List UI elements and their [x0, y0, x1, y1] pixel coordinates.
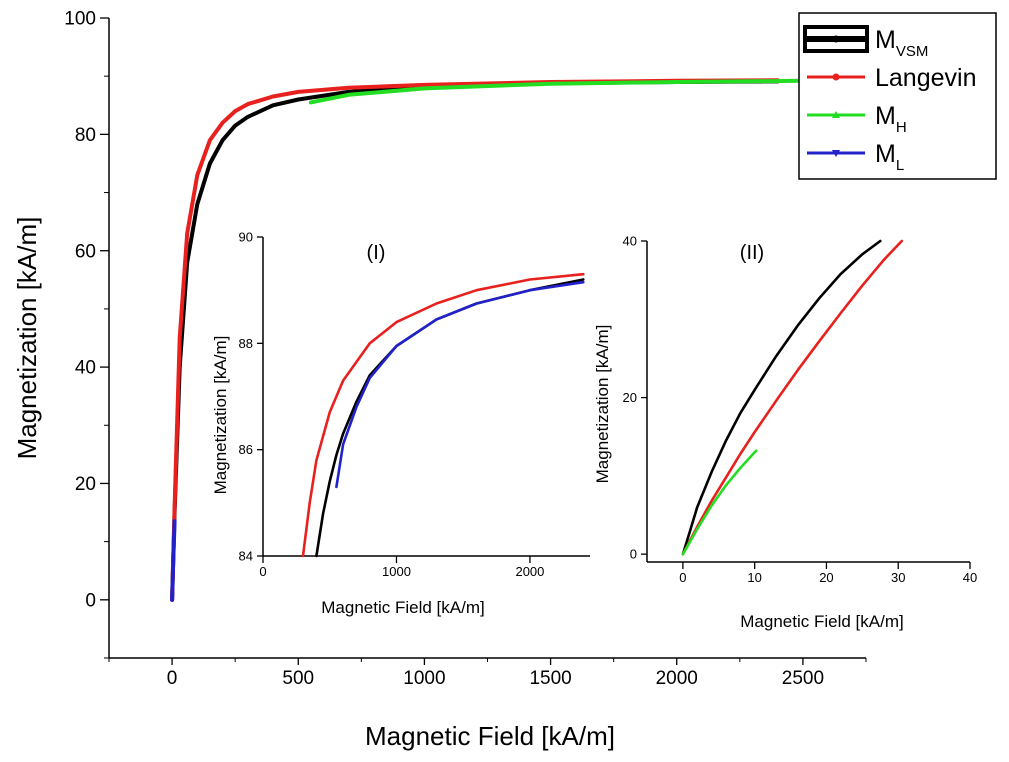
g-main-point-m-h — [309, 100, 313, 105]
g-main-x-tick-label: 500 — [282, 668, 314, 689]
g-inset2-series-m-vsm — [681, 239, 882, 556]
g-main-point-langevin — [346, 86, 351, 90]
g-main-y-tick-label: 0 — [85, 590, 96, 611]
g-main-point-m-h — [548, 81, 553, 86]
legend-marker — [832, 150, 840, 157]
g-main-y-axis-label: Magnetization [kA/m] — [12, 217, 42, 460]
g-inset1-y-tick-label: 88 — [239, 336, 253, 351]
legend-label-main: M — [875, 140, 896, 168]
g-inset2-series-langevin — [681, 239, 904, 556]
legend-label-subscript: L — [896, 157, 904, 174]
g-main-point-m-vsm — [208, 161, 212, 166]
g-main-point-m-h — [674, 80, 679, 84]
legend-marker — [832, 111, 840, 118]
g-main-point-m-l — [172, 534, 176, 538]
legend-swatch-frame — [803, 25, 869, 53]
g-main-point-m-vsm — [296, 97, 301, 102]
legend-label-subscript: VSM — [896, 43, 929, 60]
g-inset1-title: (I) — [367, 242, 386, 264]
g-inset1-x-tick-label: 1000 — [382, 564, 411, 579]
g-inset1-series-langevin — [301, 272, 585, 558]
g-main-point-m-vsm — [233, 123, 237, 128]
legend-label-m-l: ML — [875, 140, 904, 174]
g-inset1-y-tick-label: 86 — [239, 442, 253, 457]
g-main-series-langevin — [170, 78, 780, 602]
g-inset1-x-tick-label: 2000 — [515, 564, 544, 579]
legend-label-main: Langevin — [875, 64, 976, 92]
legend-marker — [832, 35, 840, 43]
g-main-y-tick-label: 20 — [75, 474, 96, 495]
g-main-point-langevin — [195, 173, 200, 177]
g-main-point-langevin — [245, 102, 250, 106]
g-main-x-tick-label: 2000 — [656, 668, 698, 689]
g-inset2-y-tick-label: 20 — [623, 390, 637, 405]
g-main-y-tick-label: 60 — [75, 241, 96, 262]
g-inset2-x-tick-label: 20 — [819, 570, 833, 585]
g-main-x-tick-label: 2500 — [782, 668, 824, 689]
g-main-x-tick-label: 0 — [167, 668, 178, 689]
inset-chart-I: 0 1000 2000 84 86 88 90 Magnetic Field [kA/m] Ma… — [211, 230, 590, 617]
legend-label-m-vsm: MVSM — [875, 26, 928, 60]
g-inset2-y-tick-label: 0 — [630, 547, 637, 562]
g-main-point-langevin — [185, 231, 190, 236]
g-main-point-m-h — [422, 86, 427, 91]
g-main-point-m-vsm — [245, 115, 250, 119]
g-main-y-tick-label: 80 — [75, 125, 96, 146]
g-inset2-x-tick-label: 40 — [963, 570, 977, 585]
g-main-point-m-vsm — [220, 138, 225, 142]
g-main-y-tick-label: 40 — [75, 358, 96, 379]
g-main-series-m-h — [308, 78, 805, 105]
g-inset1-series-m-vsm — [315, 278, 585, 558]
g-main-point-langevin — [208, 138, 212, 142]
g-main-point-m-l — [170, 598, 174, 602]
inset-chart-II: 0 10 20 30 40 0 20 40 Magnetic Field [kA/m] Magne… — [593, 234, 977, 631]
g-main-point-langevin — [422, 83, 427, 87]
g-inset1-x-tick-label: 0 — [259, 564, 266, 579]
g-inset2-x-tick-label: 10 — [747, 570, 761, 585]
g-inset1-y-axis-label: Magnetization [kA/m] — [211, 336, 230, 495]
g-main-point-langevin — [271, 94, 275, 99]
g-inset1-series-m-l — [335, 280, 585, 489]
g-main-point-m-h — [346, 93, 351, 97]
g-inset2-y-tick-label: 40 — [623, 234, 637, 249]
g-inset1-y-tick-label: 90 — [239, 230, 253, 245]
g-main-point-langevin — [172, 504, 177, 509]
g-main-point-langevin — [296, 90, 301, 94]
g-inset2-series-m-h — [681, 449, 758, 556]
g-main-point-m-l — [171, 557, 176, 561]
g-main-y-tick-label: 100 — [64, 9, 96, 30]
g-main-point-m-vsm — [195, 202, 200, 206]
legend-label-langevin: Langevin — [875, 64, 976, 92]
g-inset2-y-axis-label: Magnetization [kA/m] — [593, 325, 612, 484]
g-main-x-tick-label: 1500 — [529, 668, 571, 689]
g-inset2-x-tick-label: 30 — [891, 570, 905, 585]
g-inset2-x-axis-label: Magnetic Field [kA/m] — [740, 612, 903, 631]
g-inset1-x-axis-label: Magnetic Field [kA/m] — [321, 598, 484, 617]
main-chart: 0 500 1000 1500 2000 2500020406080100Magnetic… — [12, 9, 867, 751]
g-main-x-tick-label: 1000 — [403, 668, 445, 689]
g-main-point-m-vsm — [271, 103, 275, 108]
g-inset2-title: (II) — [740, 242, 764, 264]
g-main-point-m-l — [172, 519, 177, 524]
legend-marker — [832, 73, 840, 81]
legend-label-main: M — [875, 26, 896, 54]
g-inset1-y-tick-label: 84 — [239, 549, 253, 564]
g-main-point-langevin — [177, 336, 182, 340]
g-inset2-x-tick-label: 0 — [679, 570, 686, 585]
legend-label-main: M — [875, 102, 896, 130]
legend-label-subscript: H — [896, 119, 907, 136]
g-main-point-langevin — [233, 109, 237, 113]
g-main-x-axis-label: Magnetic Field [kA/m] — [365, 721, 615, 751]
g-main-point-langevin — [220, 120, 225, 125]
legend-label-m-h: MH — [875, 102, 907, 136]
g-main-point-m-l — [170, 580, 175, 585]
